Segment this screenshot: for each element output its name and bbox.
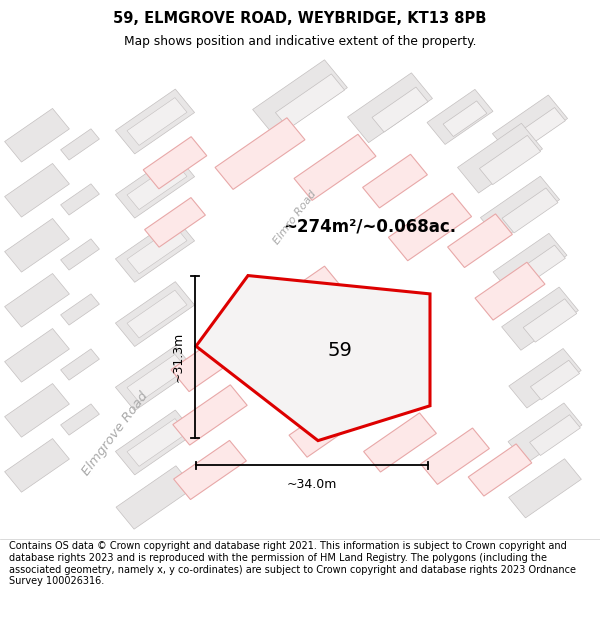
Polygon shape: [468, 444, 532, 496]
Polygon shape: [196, 276, 430, 441]
Polygon shape: [115, 217, 194, 282]
Polygon shape: [127, 419, 187, 466]
Polygon shape: [5, 329, 70, 382]
Text: Contains OS data © Crown copyright and database right 2021. This information is : Contains OS data © Crown copyright and d…: [9, 541, 576, 586]
Polygon shape: [171, 328, 249, 392]
Polygon shape: [530, 415, 580, 456]
Text: 59, ELMGROVE ROAD, WEYBRIDGE, KT13 8PB: 59, ELMGROVE ROAD, WEYBRIDGE, KT13 8PB: [113, 11, 487, 26]
Polygon shape: [173, 385, 247, 445]
Polygon shape: [372, 87, 428, 132]
Polygon shape: [502, 287, 578, 350]
Polygon shape: [362, 154, 427, 208]
Polygon shape: [127, 354, 187, 402]
Polygon shape: [493, 95, 568, 157]
Polygon shape: [515, 107, 565, 148]
Polygon shape: [61, 239, 100, 270]
Polygon shape: [275, 74, 344, 129]
Text: 59: 59: [328, 341, 352, 360]
Text: ~31.3m: ~31.3m: [172, 332, 185, 382]
Polygon shape: [321, 296, 389, 351]
Polygon shape: [5, 439, 70, 493]
Polygon shape: [509, 459, 581, 518]
Polygon shape: [508, 403, 582, 464]
Polygon shape: [61, 129, 100, 160]
Polygon shape: [115, 89, 194, 154]
Polygon shape: [347, 73, 433, 142]
Polygon shape: [481, 176, 560, 241]
Polygon shape: [502, 188, 558, 233]
Polygon shape: [115, 153, 194, 218]
Polygon shape: [388, 193, 472, 261]
Polygon shape: [61, 184, 100, 215]
Polygon shape: [479, 136, 541, 184]
Polygon shape: [5, 108, 70, 162]
Polygon shape: [61, 349, 100, 380]
Polygon shape: [61, 404, 100, 435]
Polygon shape: [5, 164, 70, 217]
Polygon shape: [475, 262, 545, 320]
Polygon shape: [115, 346, 194, 411]
Polygon shape: [5, 219, 70, 272]
Polygon shape: [523, 299, 577, 342]
Polygon shape: [448, 214, 512, 268]
Polygon shape: [427, 89, 493, 144]
Text: Elmgrove Road: Elmgrove Road: [79, 389, 151, 478]
Polygon shape: [289, 391, 371, 457]
Polygon shape: [515, 245, 565, 286]
Polygon shape: [61, 294, 100, 325]
Polygon shape: [127, 226, 187, 274]
Polygon shape: [253, 60, 347, 138]
Polygon shape: [115, 282, 194, 346]
Polygon shape: [269, 266, 341, 325]
Polygon shape: [116, 466, 194, 529]
Polygon shape: [127, 162, 187, 209]
Polygon shape: [458, 123, 542, 193]
Polygon shape: [421, 428, 490, 484]
Polygon shape: [5, 274, 70, 327]
Polygon shape: [145, 198, 205, 247]
Polygon shape: [143, 137, 207, 189]
Polygon shape: [530, 360, 580, 400]
Polygon shape: [215, 118, 305, 189]
Polygon shape: [509, 349, 581, 408]
Polygon shape: [443, 101, 487, 136]
Polygon shape: [5, 384, 70, 437]
Text: Elmro Road: Elmro Road: [272, 189, 319, 246]
Text: Map shows position and indicative extent of the property.: Map shows position and indicative extent…: [124, 34, 476, 48]
Polygon shape: [173, 441, 247, 499]
Polygon shape: [364, 413, 436, 472]
Polygon shape: [115, 410, 194, 475]
Text: ~34.0m: ~34.0m: [287, 478, 337, 491]
Text: ~274m²/~0.068ac.: ~274m²/~0.068ac.: [283, 218, 457, 236]
Polygon shape: [127, 98, 187, 146]
Polygon shape: [493, 233, 567, 294]
Polygon shape: [127, 290, 187, 338]
Polygon shape: [294, 134, 376, 201]
